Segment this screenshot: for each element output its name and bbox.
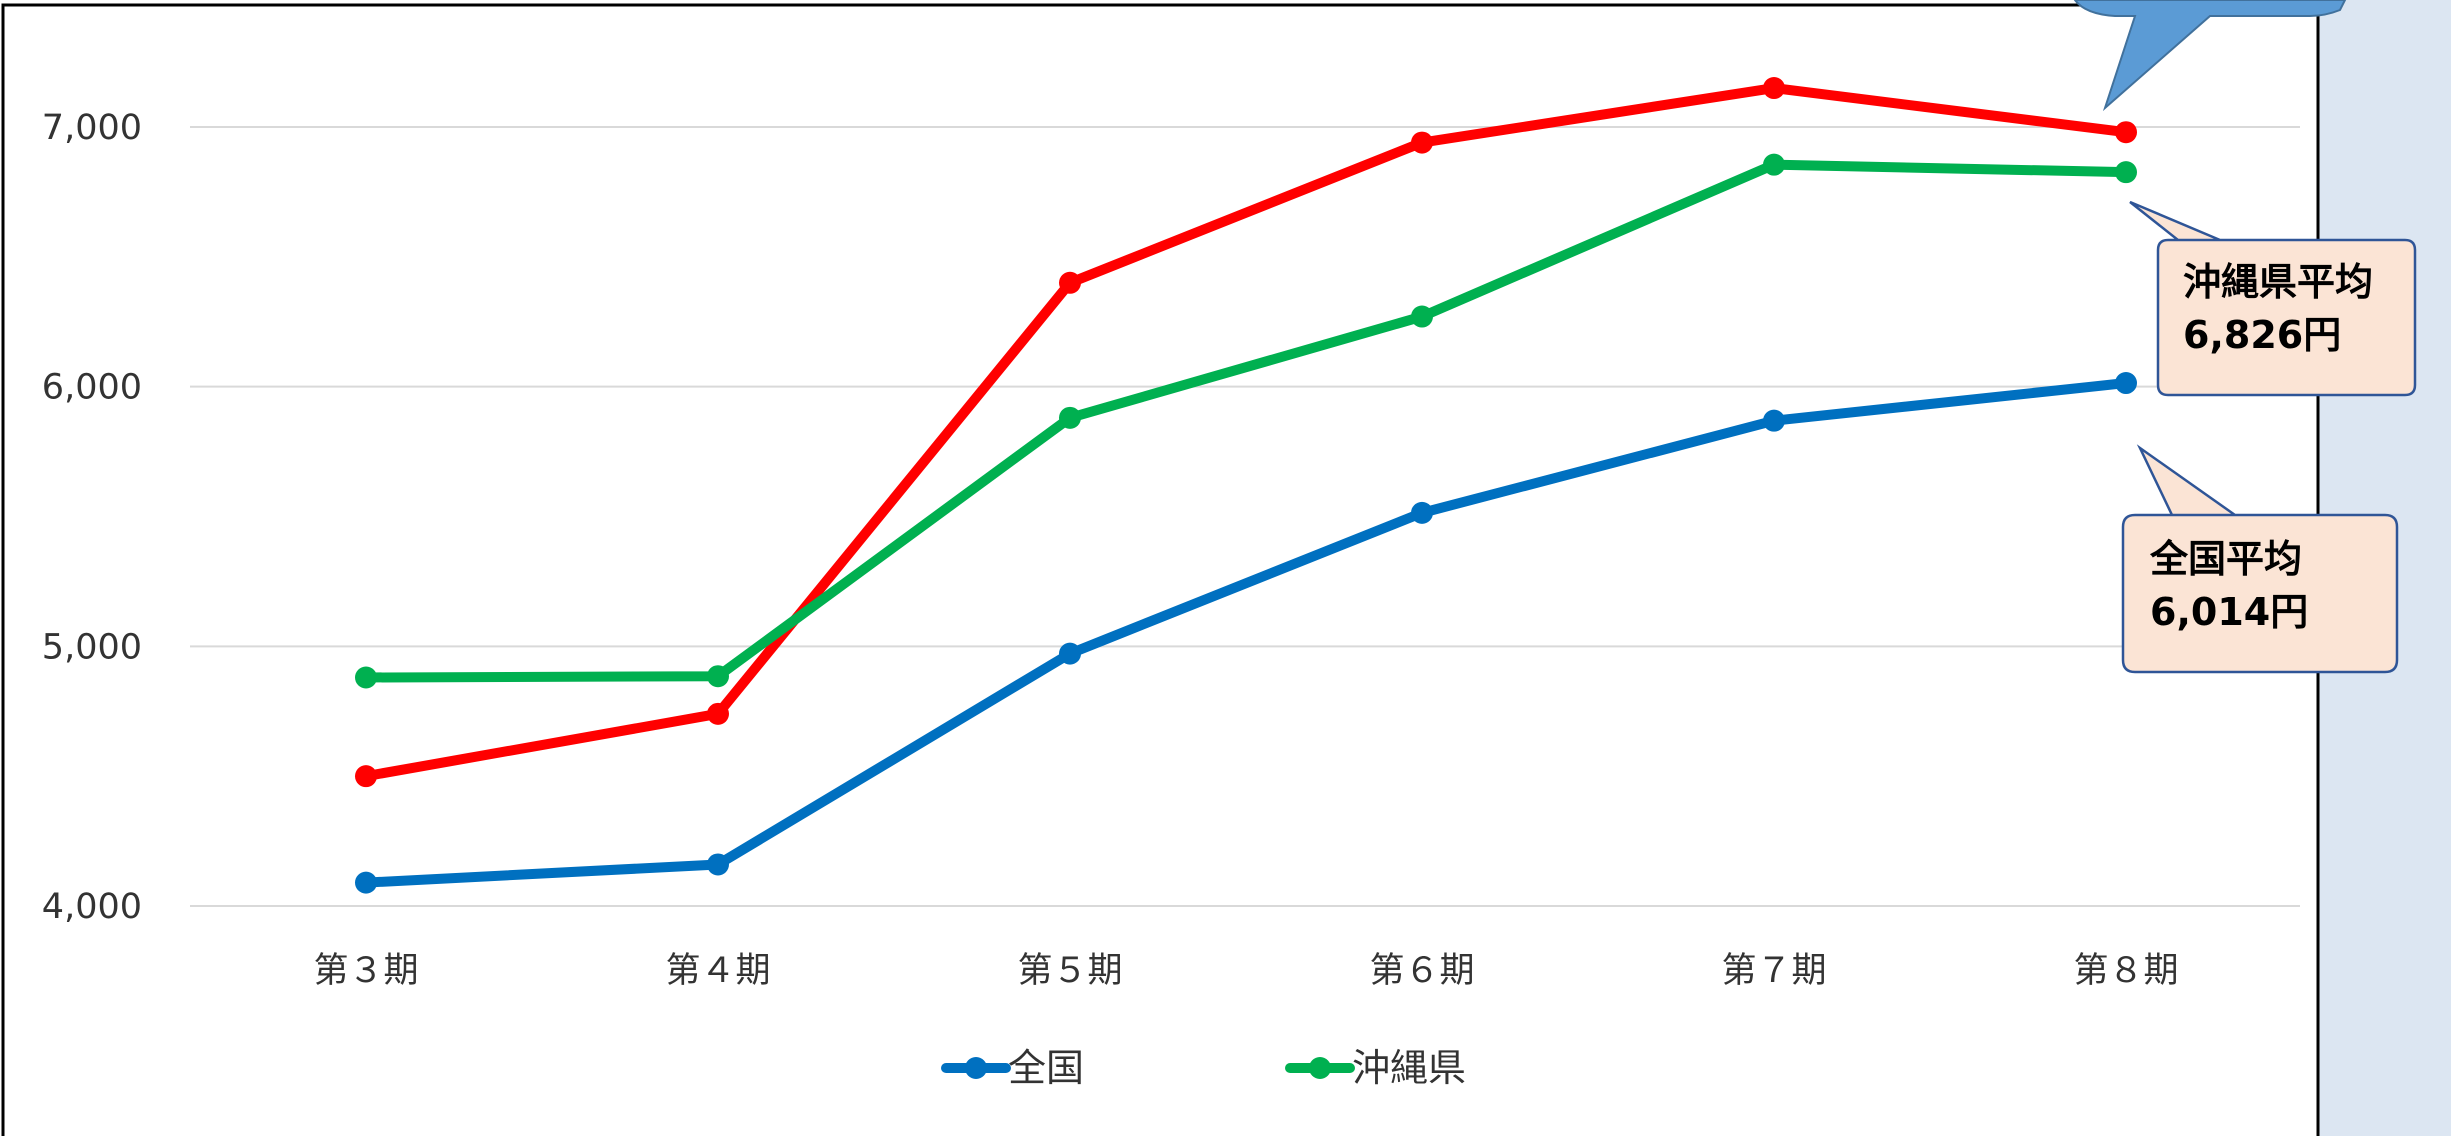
legend-marker-national xyxy=(965,1057,987,1079)
data-point-third xyxy=(1763,77,1785,100)
data-point-okinawa xyxy=(707,665,729,688)
data-point-okinawa xyxy=(1059,406,1081,429)
callout-national: 全国平均 6,014円 xyxy=(2121,444,2399,674)
callout-okinawa: 沖縄県平均 6,826円 xyxy=(2129,200,2417,397)
data-point-third xyxy=(2115,121,2137,144)
callout-okinawa-line1: 沖縄県平均 xyxy=(2183,260,2373,304)
callout-national-box xyxy=(2121,444,2399,674)
data-point-national xyxy=(2115,372,2137,395)
data-point-national xyxy=(1059,642,1081,665)
x-tick-label: 第４期 xyxy=(665,951,770,991)
callout-national-line2: 6,014円 xyxy=(2150,590,2308,634)
data-point-okinawa xyxy=(1411,305,1433,328)
data-point-third xyxy=(707,702,729,725)
data-point-third xyxy=(1059,271,1081,294)
data-point-national xyxy=(707,853,729,876)
x-tick-label: 第３期 xyxy=(313,951,418,991)
y-tick-label: 7,000 xyxy=(42,108,142,148)
arrow-callout-shape xyxy=(2073,0,2347,112)
legend-marker-okinawa xyxy=(1309,1057,1331,1079)
series-line-okinawa xyxy=(361,159,2131,683)
tick-layer: 4,000 5,000 6,000 7,000 第３期 第４期 第５期 第６期 第７期 第８期 xyxy=(42,108,2179,991)
data-point-okinawa xyxy=(2115,161,2137,184)
series-line-third xyxy=(361,83,2131,782)
series-line-national xyxy=(361,378,2131,888)
callout-okinawa-box xyxy=(2129,200,2417,397)
grid-layer xyxy=(190,126,2300,907)
data-point-okinawa xyxy=(1763,153,1785,176)
x-tick-label: 第７期 xyxy=(1721,951,1826,991)
callout-national-line1: 全国平均 xyxy=(2149,537,2302,581)
x-tick-label: 第８期 xyxy=(2073,951,2178,991)
series-layer xyxy=(355,77,2137,894)
legend-label-okinawa: 沖縄県 xyxy=(1352,1046,1466,1090)
data-point-okinawa xyxy=(355,666,377,689)
arrow-callout xyxy=(2073,0,2347,112)
data-point-national xyxy=(1763,409,1785,432)
legend: 全国 沖縄県 xyxy=(941,1046,1466,1090)
y-tick-label: 6,000 xyxy=(42,368,142,408)
y-tick-label: 5,000 xyxy=(42,627,142,667)
x-tick-label: 第５期 xyxy=(1017,951,1122,991)
data-point-national xyxy=(1411,501,1433,524)
data-point-national xyxy=(355,871,377,894)
y-tick-label: 4,000 xyxy=(42,887,142,927)
x-tick-label: 第６期 xyxy=(1369,951,1474,991)
callout-okinawa-line2: 6,826円 xyxy=(2183,313,2341,357)
data-point-third xyxy=(355,765,377,788)
legend-label-national: 全国 xyxy=(1008,1046,1084,1090)
data-point-third xyxy=(1411,131,1433,154)
